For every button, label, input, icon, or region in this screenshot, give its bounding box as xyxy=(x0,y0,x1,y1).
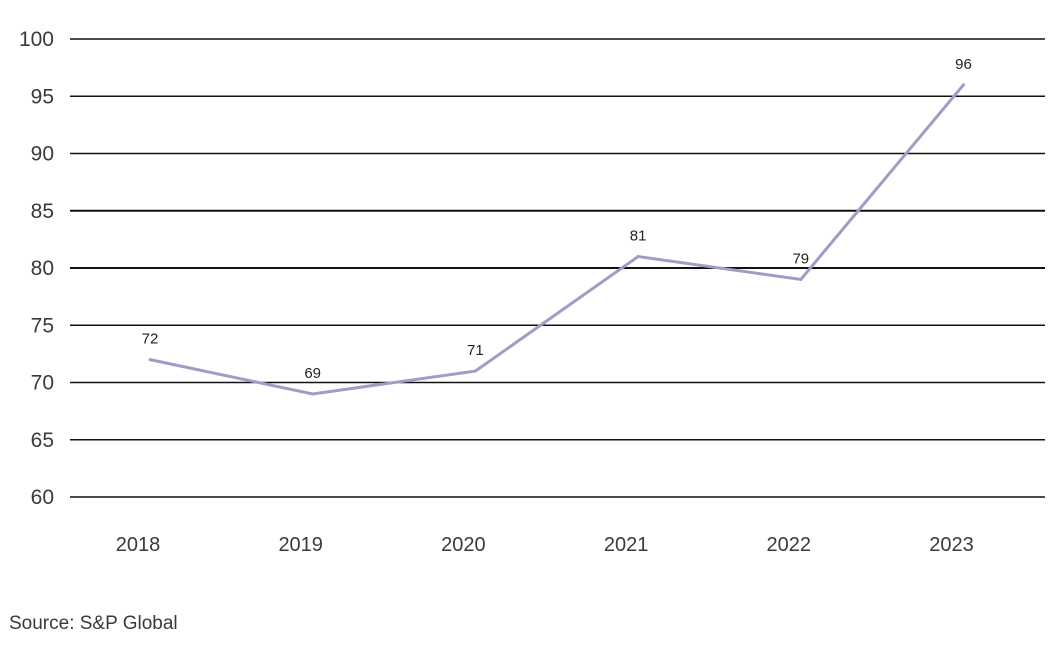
y-tick-label: 65 xyxy=(31,429,54,452)
data-label: 72 xyxy=(142,331,159,348)
x-axis-tick-labels: 2018 2019 2020 2021 2022 2023 xyxy=(116,534,974,556)
x-tick-label: 2019 xyxy=(278,534,323,556)
x-tick-label: 2023 xyxy=(929,534,974,556)
x-tick-label: 2022 xyxy=(767,534,812,556)
gridlines xyxy=(70,38,1045,498)
data-point xyxy=(799,277,803,281)
x-tick-label: 2021 xyxy=(604,534,649,556)
data-point xyxy=(636,255,640,259)
data-labels: 72 69 71 81 79 96 xyxy=(142,56,972,382)
y-tick-label: 95 xyxy=(31,85,54,108)
data-point xyxy=(148,358,152,362)
series-line xyxy=(149,83,965,396)
y-tick-label: 100 xyxy=(19,28,54,51)
data-label: 71 xyxy=(467,342,484,359)
y-tick-label: 80 xyxy=(31,257,54,280)
y-tick-label: 90 xyxy=(31,143,54,166)
data-label: 69 xyxy=(304,365,321,382)
data-label: 81 xyxy=(630,228,647,245)
y-tick-label: 75 xyxy=(31,314,54,337)
data-point xyxy=(473,369,477,373)
y-tick-label: 85 xyxy=(31,200,54,223)
x-tick-label: 2018 xyxy=(116,534,161,556)
y-tick-label: 60 xyxy=(31,486,54,509)
series xyxy=(148,83,965,396)
source-note: Source: S&P Global xyxy=(9,613,178,634)
x-tick-label: 2020 xyxy=(441,534,486,556)
data-label: 96 xyxy=(955,56,972,73)
data-point xyxy=(962,83,965,87)
data-label: 79 xyxy=(792,250,809,267)
line-chart: 100 95 90 85 80 75 70 65 60 2018 2019 2020 2021 2022… xyxy=(19,28,1045,556)
y-axis-tick-labels: 100 95 90 85 80 75 70 65 60 xyxy=(19,28,54,509)
data-point xyxy=(311,392,315,396)
y-tick-label: 70 xyxy=(31,372,54,395)
